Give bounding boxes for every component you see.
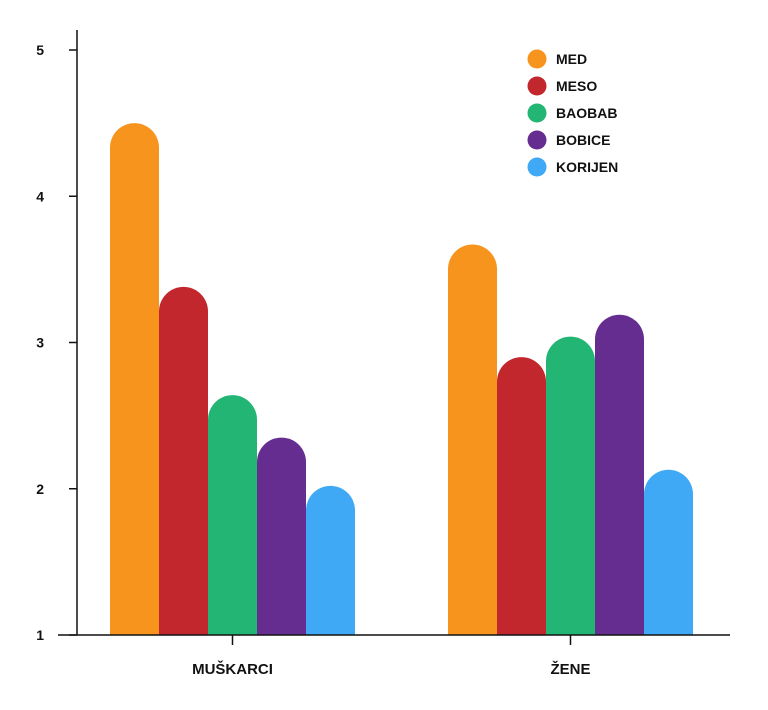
legend-label-korijen: KORIJEN xyxy=(556,159,618,175)
legend-label-bobice: BOBICE xyxy=(556,132,610,148)
y-ticks-group: 1 2 3 4 5 xyxy=(36,42,77,643)
x-category-label: MUŠKARCI xyxy=(192,660,273,678)
y-tick-label: 2 xyxy=(36,481,44,497)
legend-label-baobab: BAOBAB xyxy=(556,105,617,121)
legend: MED MESO BAOBAB BOBICE KORIJEN xyxy=(527,49,618,177)
bar-baobab-muskarci xyxy=(208,395,257,635)
x-ticks-group: MUŠKARCI ŽENE xyxy=(192,635,591,678)
bar-med-zene xyxy=(448,244,497,635)
bar-bobice-zene xyxy=(595,314,644,635)
bars-group xyxy=(110,123,693,635)
bar-baobab-zene xyxy=(546,336,595,635)
bar-meso-zene xyxy=(497,357,546,635)
bar-med-muskarci xyxy=(110,123,159,635)
y-tick-label: 4 xyxy=(36,188,44,204)
bar-meso-muskarci xyxy=(159,286,208,635)
legend-swatch-korijen xyxy=(527,157,547,177)
y-tick-label: 5 xyxy=(36,42,44,58)
y-tick-label: 1 xyxy=(36,627,44,643)
bar-korijen-zene xyxy=(644,469,693,635)
x-category-label: ŽENE xyxy=(550,660,590,678)
legend-label-med: MED xyxy=(556,51,587,67)
legend-label-meso: MESO xyxy=(556,78,597,94)
legend-swatch-baobab xyxy=(527,103,547,123)
legend-swatch-bobice xyxy=(527,130,547,150)
legend-swatch-med xyxy=(527,49,547,69)
legend-swatch-meso xyxy=(527,76,547,96)
y-tick-label: 3 xyxy=(36,335,44,351)
bar-korijen-muskarci xyxy=(306,485,355,635)
bar-bobice-muskarci xyxy=(257,437,306,635)
